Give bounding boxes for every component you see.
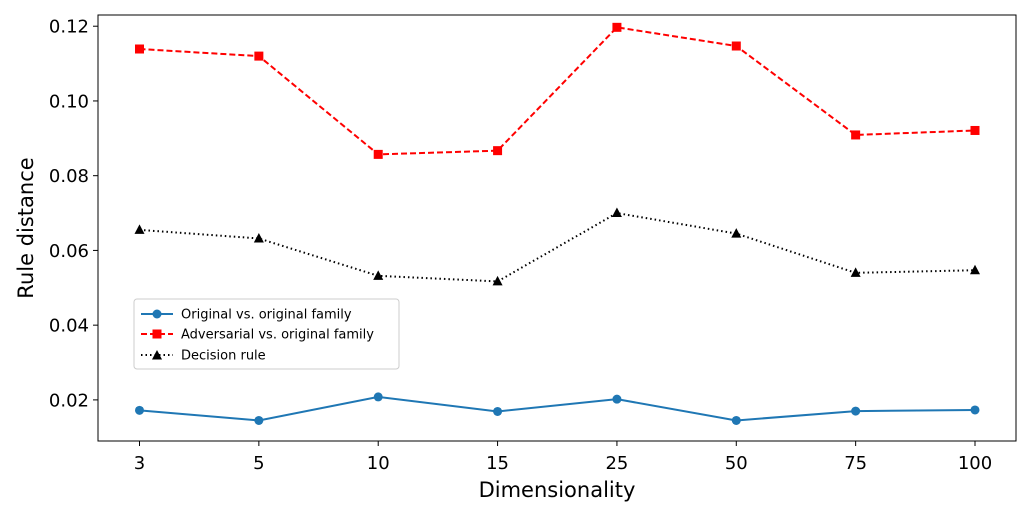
y-tick-label: 0.06 xyxy=(49,241,89,262)
data-point-decision-rule xyxy=(253,232,264,243)
x-tick-label: 75 xyxy=(844,453,867,474)
legend: Original vs. original family Adversarial… xyxy=(133,298,400,370)
legend-entry-original: Original vs. original family xyxy=(141,308,352,323)
data-point-original xyxy=(373,392,383,402)
data-point-adversarial xyxy=(254,51,264,61)
x-tick-label: 10 xyxy=(367,453,390,474)
legend-entry-decision-rule: Decision rule xyxy=(141,349,266,364)
data-point-original xyxy=(731,415,741,425)
x-tick-label: 15 xyxy=(486,453,509,474)
x-axis-label: Dimensionality xyxy=(479,478,636,502)
data-point-decision-rule xyxy=(850,267,861,277)
data-point-adversarial xyxy=(135,44,144,54)
legend-entry-adversarial: Adversarial vs. original family xyxy=(141,328,374,343)
x-tick-label: 5 xyxy=(253,453,264,474)
data-point-original xyxy=(135,405,144,415)
data-point-adversarial xyxy=(373,149,383,159)
data-point-decision-rule xyxy=(492,275,503,286)
data-point-adversarial xyxy=(970,125,980,135)
series-layer xyxy=(134,22,980,425)
series-line-adversarial xyxy=(139,26,976,156)
legend-label-adversarial: Adversarial vs. original family xyxy=(181,328,374,343)
data-point-original xyxy=(254,415,264,425)
data-point-original xyxy=(612,394,622,404)
series-line-original xyxy=(139,395,976,422)
x-tick-label: 50 xyxy=(725,453,748,474)
data-point-adversarial xyxy=(731,41,741,51)
legend-label-decision-rule: Decision rule xyxy=(181,349,266,364)
x-tick-label: 100 xyxy=(958,453,992,474)
y-axis-label: Rule distance xyxy=(14,157,38,298)
x-axis-ticks: 3 5 10 15 25 50 75 100 xyxy=(134,441,992,474)
legend-box xyxy=(133,298,400,370)
data-point-decision-rule xyxy=(970,264,980,275)
y-tick-label: 0.02 xyxy=(49,390,89,411)
plot-frame xyxy=(97,14,1017,442)
legend-label-original: Original vs. original family xyxy=(181,308,352,323)
data-point-decision-rule xyxy=(731,228,742,238)
data-point-original xyxy=(970,405,980,415)
data-point-decision-rule xyxy=(134,224,145,234)
data-point-original xyxy=(851,406,861,416)
y-tick-label: 0.08 xyxy=(49,166,89,187)
data-point-adversarial xyxy=(493,146,503,156)
data-point-original xyxy=(493,406,503,416)
x-tick-label: 25 xyxy=(605,453,628,474)
data-point-decision-rule xyxy=(373,270,384,280)
data-point-adversarial xyxy=(851,130,861,140)
y-axis-ticks: 0.02 0.04 0.06 0.08 0.10 0.12 xyxy=(49,17,98,411)
data-point-adversarial xyxy=(612,22,622,32)
legend-marker-triangle xyxy=(152,350,162,360)
y-tick-label: 0.10 xyxy=(49,91,89,112)
data-point-decision-rule xyxy=(611,207,622,218)
series-line-decision-rule xyxy=(139,212,976,283)
y-tick-label: 0.12 xyxy=(49,17,89,38)
x-tick-label: 3 xyxy=(134,453,145,474)
legend-marker-circle xyxy=(152,309,162,319)
y-tick-label: 0.04 xyxy=(49,316,89,337)
legend-marker-square xyxy=(152,329,162,339)
